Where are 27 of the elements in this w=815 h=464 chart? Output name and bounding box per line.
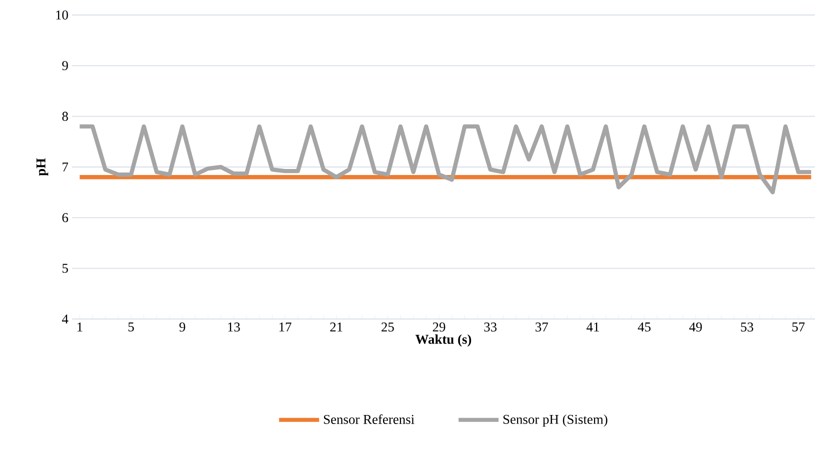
x-axis-title: Waktu (s) [415, 334, 472, 347]
x-tick-label: 21 [330, 322, 342, 332]
x-tick-label: 41 [586, 322, 599, 332]
x-tick-label: 37 [536, 322, 548, 332]
y-tick-label: 8 [62, 112, 68, 121]
x-tick-label: 9 [179, 322, 186, 332]
x-tick-label: 49 [689, 322, 702, 332]
y-tick-label: 9 [62, 61, 68, 70]
line-series [78, 124, 814, 194]
x-tick-label: 45 [638, 322, 651, 332]
y-tick-label: 5 [62, 264, 68, 273]
x-tick-label: 13 [228, 322, 240, 332]
x-tick-label: 17 [279, 322, 292, 332]
y-tick-label: 4 [62, 314, 68, 324]
y-axis-title: pH [36, 158, 48, 176]
legend-label: Sensor pH (Sistem) [503, 414, 608, 427]
x-tick-label: 25 [382, 322, 394, 332]
x-tick-label: 29 [432, 322, 446, 332]
x-tick-label: 5 [128, 322, 134, 332]
y-tick-label: 6 [62, 213, 68, 222]
x-tick-label: 33 [484, 322, 497, 332]
x-tick-label: 1 [78, 322, 82, 332]
x-tick-label: 53 [741, 322, 754, 332]
y-tick-label: 10 [56, 10, 68, 20]
x-tick-label: 57 [792, 322, 805, 332]
y-tick-label: 7 [62, 162, 68, 172]
legend-label: Sensor Referensi [324, 414, 414, 424]
